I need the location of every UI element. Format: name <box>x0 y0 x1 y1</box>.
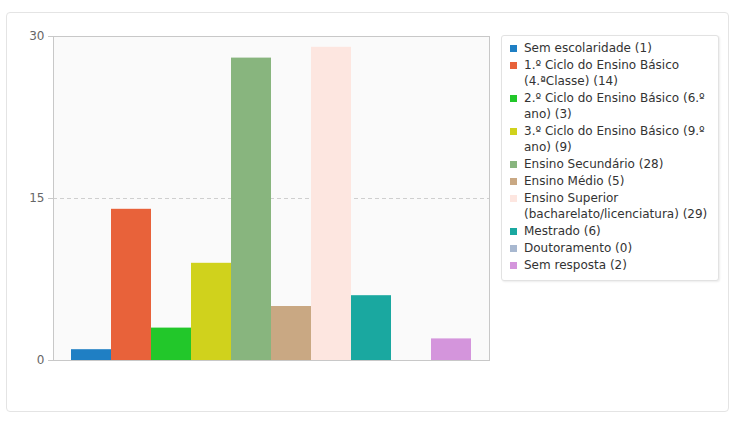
svg-text:30: 30 <box>29 29 44 43</box>
svg-text:0: 0 <box>37 353 45 367</box>
html-text:Doutoramento (0): Doutoramento (0) <box>524 241 633 255</box>
html-text:1.º Ciclo do Ensino Básico (4.: 1.º Ciclo do Ensino Básico (4.ªClasse) (… <box>524 58 680 88</box>
html-text:Sem resposta (2): Sem resposta (2) <box>524 258 627 272</box>
html-text:Sem escolaridade (1): Sem escolaridade (1) <box>524 41 652 55</box>
html-text:Ensino Médio (5): Ensino Médio (5) <box>524 174 625 188</box>
html-text:3.º Ciclo do Ensino Básico (9.: 3.º Ciclo do Ensino Básico (9.º ano) (9) <box>524 124 705 154</box>
svg-text:15: 15 <box>29 191 44 205</box>
html-text:Ensino Superior (bacharelato/l: Ensino Superior (bacharelato/licenciatur… <box>524 191 708 221</box>
html-text:Ensino Secundário (28): Ensino Secundário (28) <box>524 157 664 171</box>
html-text:2.º Ciclo do Ensino Básico (6.: 2.º Ciclo do Ensino Básico (6.º ano) (3) <box>524 91 705 121</box>
html-text:Mestrado (6): Mestrado (6) <box>524 224 601 238</box>
